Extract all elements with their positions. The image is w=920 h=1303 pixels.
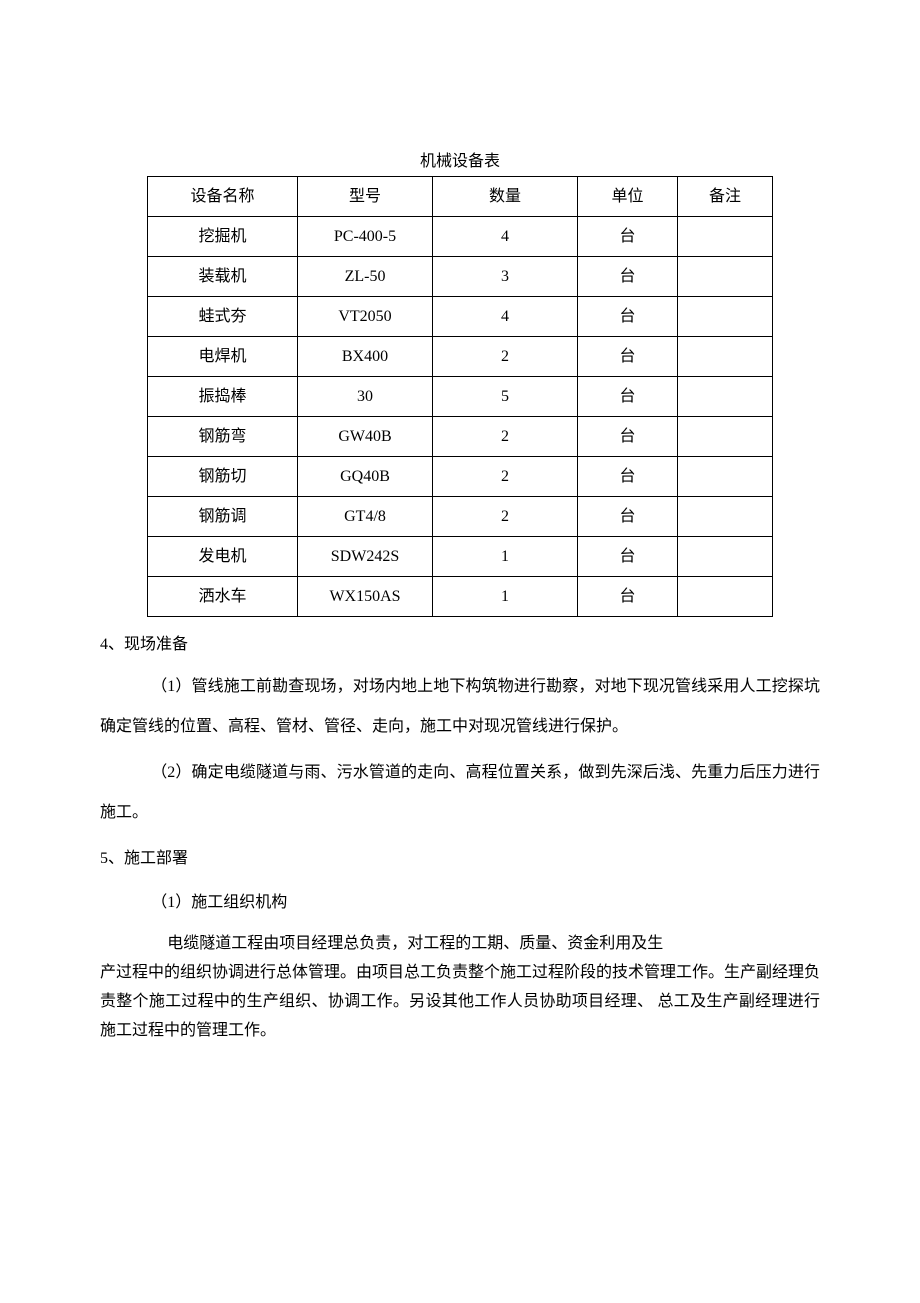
table-body: 挖掘机 PC-400-5 4 台 装载机 ZL-50 3 台 蛙式夯 VT205… [148,217,773,617]
table-row: 电焊机 BX400 2 台 [148,337,773,377]
cell-note [678,377,773,417]
cell-model: GW40B [298,417,433,457]
cell-note [678,577,773,617]
cell-unit: 台 [578,457,678,497]
cell-name: 装载机 [148,257,298,297]
section-5-para-1-cont: 产过程中的组织协调进行总体管理。由项目总工负责整个施工过程阶段的技术管理工作。生… [100,959,820,1045]
table-header-row: 设备名称 型号 数量 单位 备注 [148,177,773,217]
table-row: 钢筋切 GQ40B 2 台 [148,457,773,497]
cell-name: 洒水车 [148,577,298,617]
cell-model: GT4/8 [298,497,433,537]
cell-model: GQ40B [298,457,433,497]
cell-qty: 2 [433,337,578,377]
cell-name: 振捣棒 [148,377,298,417]
cell-name: 发电机 [148,537,298,577]
cell-qty: 5 [433,377,578,417]
table-row: 装载机 ZL-50 3 台 [148,257,773,297]
cell-note [678,337,773,377]
section-5-heading: 5、施工部署 [100,847,820,871]
cell-unit: 台 [578,337,678,377]
section-4-heading: 4、现场准备 [100,633,820,657]
section-4-para-2: （2）确定电缆隧道与雨、污水管道的走向、高程位置关系，做到先深后浅、先重力后压力… [100,753,820,833]
equipment-table: 设备名称 型号 数量 单位 备注 挖掘机 PC-400-5 4 台 装载机 ZL… [147,176,773,617]
cell-note [678,457,773,497]
cell-model: ZL-50 [298,257,433,297]
cell-model: BX400 [298,337,433,377]
table-row: 蛙式夯 VT2050 4 台 [148,297,773,337]
cell-model: SDW242S [298,537,433,577]
cell-note [678,257,773,297]
cell-name: 挖掘机 [148,217,298,257]
cell-note [678,537,773,577]
cell-unit: 台 [578,417,678,457]
cell-note [678,417,773,457]
cell-name: 钢筋调 [148,497,298,537]
cell-qty: 1 [433,577,578,617]
cell-unit: 台 [578,497,678,537]
table-row: 振捣棒 30 5 台 [148,377,773,417]
section-5-sub-1: （1）施工组织机构 [100,885,820,920]
cell-unit: 台 [578,217,678,257]
cell-note [678,217,773,257]
cell-qty: 3 [433,257,578,297]
cell-model: 30 [298,377,433,417]
cell-qty: 2 [433,457,578,497]
cell-unit: 台 [578,577,678,617]
cell-name: 钢筋切 [148,457,298,497]
table-row: 钢筋弯 GW40B 2 台 [148,417,773,457]
cell-note [678,497,773,537]
cell-qty: 2 [433,497,578,537]
cell-unit: 台 [578,537,678,577]
cell-name: 钢筋弯 [148,417,298,457]
cell-qty: 2 [433,417,578,457]
cell-unit: 台 [578,257,678,297]
table-row: 洒水车 WX150AS 1 台 [148,577,773,617]
table-row: 钢筋调 GT4/8 2 台 [148,497,773,537]
table-row: 挖掘机 PC-400-5 4 台 [148,217,773,257]
col-header-model: 型号 [298,177,433,217]
section-4-para-1: （1）管线施工前勘查现场，对场内地上地下构筑物进行勘察，对地下现况管线采用人工挖… [100,667,820,747]
cell-name: 蛙式夯 [148,297,298,337]
cell-note [678,297,773,337]
cell-name: 电焊机 [148,337,298,377]
cell-unit: 台 [578,297,678,337]
col-header-name: 设备名称 [148,177,298,217]
col-header-qty: 数量 [433,177,578,217]
col-header-unit: 单位 [578,177,678,217]
section-5-para-1-lead: 电缆隧道工程由项目经理总负责，对工程的工期、质量、资金利用及生 [167,935,663,952]
table-title: 机械设备表 [100,150,820,174]
cell-qty: 4 [433,217,578,257]
cell-model: WX150AS [298,577,433,617]
cell-model: PC-400-5 [298,217,433,257]
cell-qty: 4 [433,297,578,337]
table-row: 发电机 SDW242S 1 台 [148,537,773,577]
cell-unit: 台 [578,377,678,417]
cell-qty: 1 [433,537,578,577]
cell-model: VT2050 [298,297,433,337]
section-5-para-1: 电缆隧道工程由项目经理总负责，对工程的工期、质量、资金利用及生 产过程中的组织协… [100,930,820,1045]
col-header-note: 备注 [678,177,773,217]
